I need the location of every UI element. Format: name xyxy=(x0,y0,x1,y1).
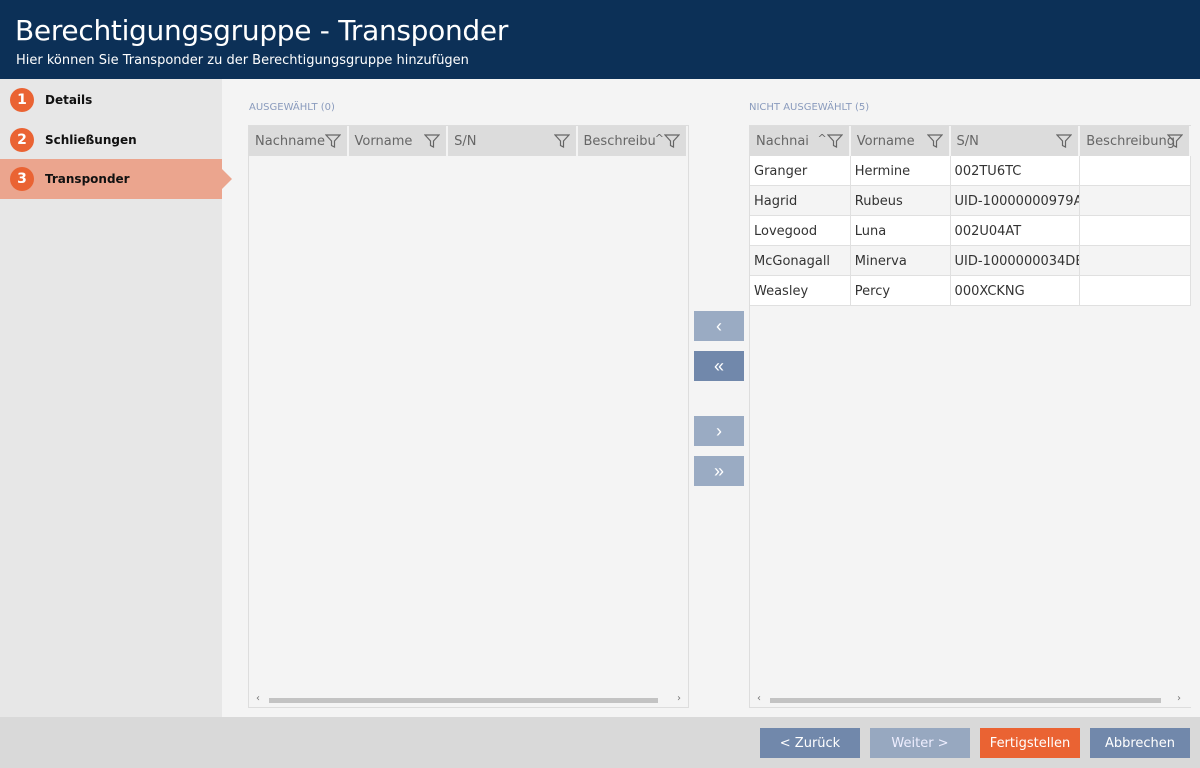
table-cell: 002U04AT xyxy=(951,216,1081,246)
column-label: S/N xyxy=(956,133,979,149)
selected-table: Nachname Vorname S/N Beschreibu ^ ‹ › xyxy=(248,125,689,708)
horizontal-scrollbar[interactable]: ‹ › xyxy=(750,693,1191,707)
table-cell: Lovegood xyxy=(750,216,851,246)
cancel-button[interactable]: Abbrechen xyxy=(1090,728,1190,758)
remove-all-button[interactable]: » xyxy=(694,456,744,486)
table-cell xyxy=(1080,276,1191,306)
step-schliessungen[interactable]: 2 Schließungen xyxy=(0,120,222,160)
table-cell: UID-10000000979A4 xyxy=(951,186,1081,216)
table-cell: Hagrid xyxy=(750,186,851,216)
step-label: Schließungen xyxy=(45,133,137,147)
column-label: Vorname xyxy=(856,133,915,149)
column-header[interactable]: Beschreibu ^ xyxy=(578,126,688,156)
next-button[interactable]: Weiter > xyxy=(870,728,970,758)
step-number: 1 xyxy=(10,88,34,112)
column-header[interactable]: Beschreibung xyxy=(1080,126,1191,156)
table-cell: Hermine xyxy=(851,156,951,186)
step-number: 3 xyxy=(10,167,34,191)
column-label: Nachnai xyxy=(756,133,809,149)
table-cell xyxy=(1080,186,1191,216)
remove-selected-button[interactable]: › xyxy=(694,416,744,446)
filter-icon[interactable] xyxy=(1166,133,1184,153)
table-cell: UID-1000000034DB9 xyxy=(951,246,1081,276)
add-all-button[interactable]: « xyxy=(694,351,744,381)
filter-icon[interactable] xyxy=(324,133,341,153)
step-transponder[interactable]: 3 Transponder xyxy=(0,159,232,199)
column-header[interactable]: S/N xyxy=(951,126,1081,156)
filter-icon[interactable] xyxy=(663,133,681,153)
column-header[interactable]: Vorname xyxy=(851,126,951,156)
page-title: Berechtigungsgruppe - Transponder xyxy=(15,14,509,47)
filter-icon[interactable] xyxy=(423,133,441,153)
filter-icon[interactable] xyxy=(926,133,943,153)
step-label: Details xyxy=(45,93,93,107)
selected-label: AUSGEWÄHLT (0) xyxy=(249,102,335,113)
sort-ascending-icon: ^ xyxy=(817,132,827,145)
table-cell: Granger xyxy=(750,156,851,186)
table-row[interactable]: Granger Hermine 002TU6TC xyxy=(750,156,1191,186)
step-number: 2 xyxy=(10,128,34,152)
column-header[interactable]: Nachname xyxy=(249,126,349,156)
table-cell: Rubeus xyxy=(851,186,951,216)
wizard-steps: 1 Details 2 Schließungen 3 Transponder xyxy=(0,79,232,717)
unselected-label: NICHT AUSGEWÄHLT (5) xyxy=(749,102,870,113)
header: Berechtigungsgruppe - Transponder Hier k… xyxy=(0,0,1200,79)
column-label: Beschreibung xyxy=(1086,133,1175,149)
unselected-table: Nachnai ^ Vorname S/N Beschreibung Granger He… xyxy=(749,125,1191,708)
column-label: Beschreibu xyxy=(583,133,656,149)
step-label: Transponder xyxy=(45,172,130,186)
filter-icon[interactable] xyxy=(826,133,844,153)
table-cell: McGonagall xyxy=(750,246,851,276)
table-row[interactable]: McGonagall Minerva UID-1000000034DB9 xyxy=(750,246,1191,276)
footer: < Zurück Weiter > Fertigstellen Abbreche… xyxy=(0,717,1200,768)
table-cell: Weasley xyxy=(750,276,851,306)
column-header[interactable]: Nachnai ^ xyxy=(750,126,851,156)
add-selected-button[interactable]: ‹ xyxy=(694,311,744,341)
table-row[interactable]: Lovegood Luna 002U04AT xyxy=(750,216,1191,246)
column-label: Nachname xyxy=(255,133,325,149)
filter-icon[interactable] xyxy=(553,133,570,153)
table-row[interactable]: Weasley Percy 000XCKNG xyxy=(750,276,1191,306)
table-cell: Percy xyxy=(851,276,951,306)
finish-button[interactable]: Fertigstellen xyxy=(980,728,1080,758)
column-header[interactable]: S/N xyxy=(448,126,578,156)
table-row[interactable]: Hagrid Rubeus UID-10000000979A4 xyxy=(750,186,1191,216)
column-header[interactable]: Vorname xyxy=(349,126,449,156)
sort-ascending-icon: ^ xyxy=(654,132,664,145)
table-cell xyxy=(1080,156,1191,186)
table-cell: Luna xyxy=(851,216,951,246)
table-cell xyxy=(1080,216,1191,246)
table-cell: Minerva xyxy=(851,246,951,276)
page-subtitle: Hier können Sie Transponder zu der Berec… xyxy=(16,53,469,68)
table-cell xyxy=(1080,246,1191,276)
column-label: Vorname xyxy=(354,133,413,149)
table-cell: 000XCKNG xyxy=(951,276,1081,306)
step-details[interactable]: 1 Details xyxy=(0,80,222,120)
back-button[interactable]: < Zurück xyxy=(760,728,860,758)
table-cell: 002TU6TC xyxy=(951,156,1081,186)
horizontal-scrollbar[interactable]: ‹ › xyxy=(249,693,688,707)
column-label: S/N xyxy=(454,133,477,149)
filter-icon[interactable] xyxy=(1055,133,1073,153)
